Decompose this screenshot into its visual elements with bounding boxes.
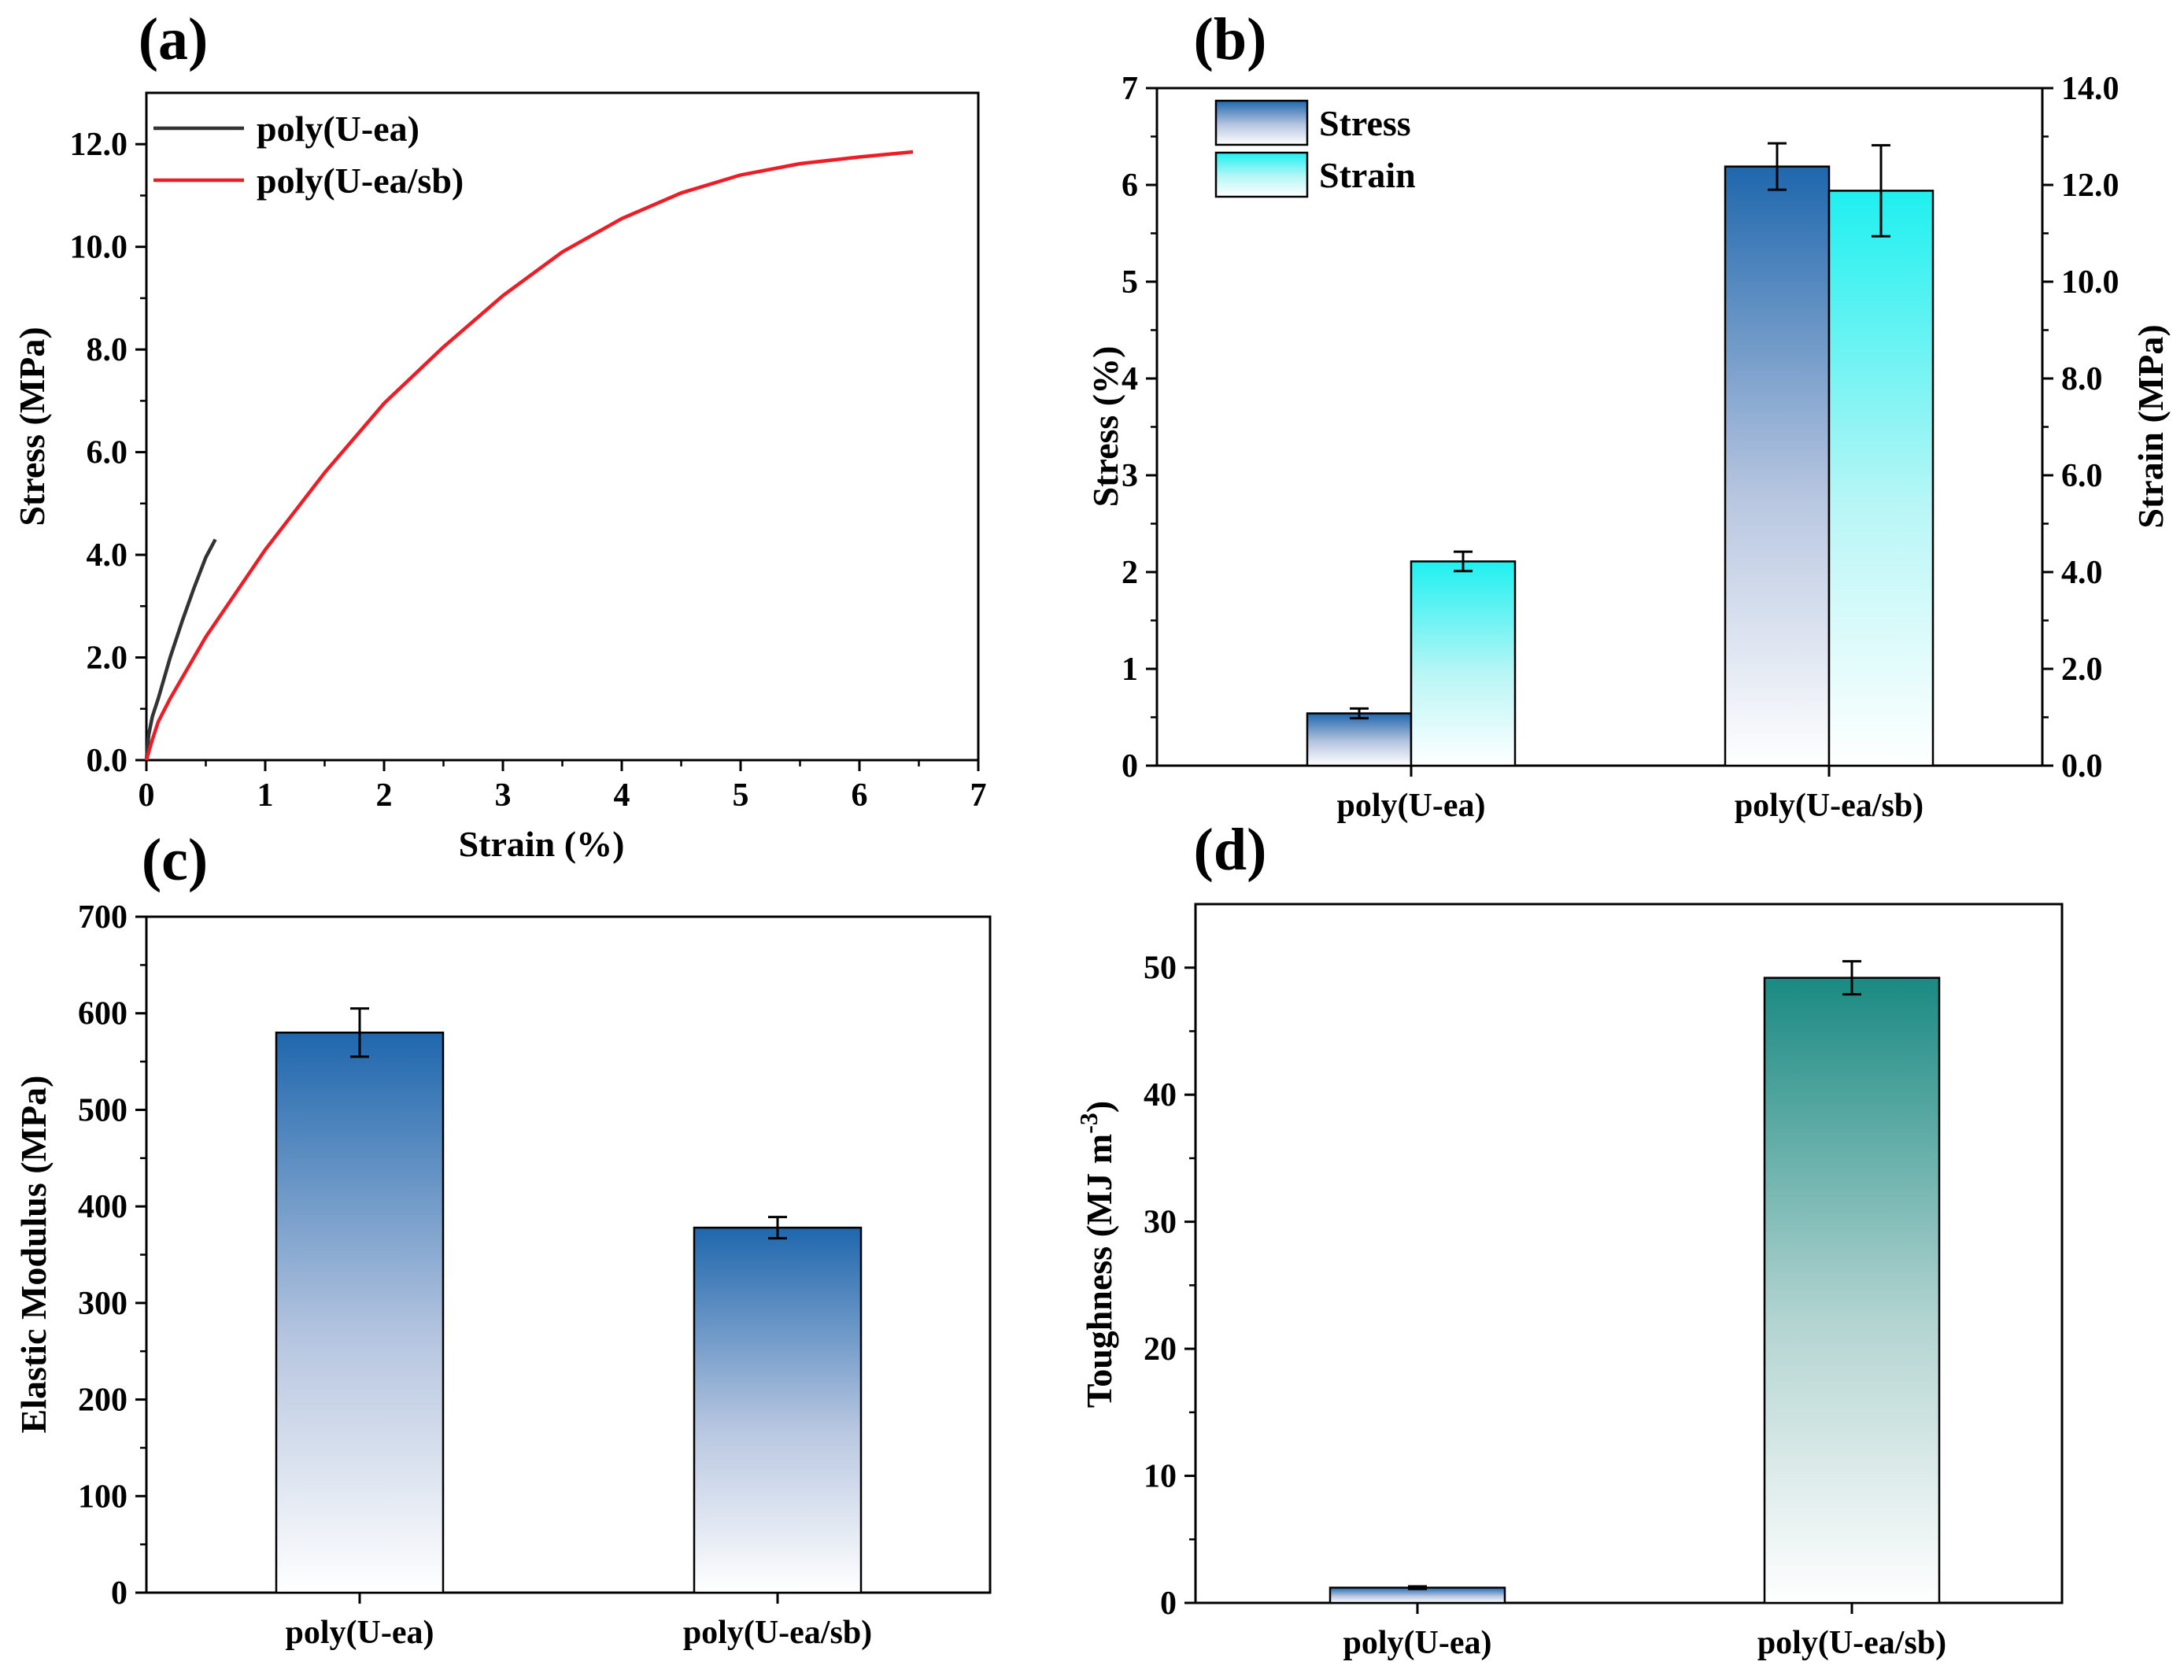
error-bar bbox=[768, 1216, 787, 1240]
x-tick-label: 0 bbox=[139, 777, 155, 814]
x-tick-label: 7 bbox=[970, 777, 987, 814]
right-y-tick-label: 8.0 bbox=[2061, 361, 2103, 397]
panel-c: (c) 0 100 200 300 400 500 600 700 Elastic Modulus… bbox=[13, 827, 992, 1651]
right-y-tick-label: 14.0 bbox=[2061, 71, 2119, 107]
x-axis-label: Strain (%) bbox=[459, 824, 625, 864]
left-y-tick-label: 4 bbox=[1122, 361, 1138, 397]
x-tick-label: poly(U-ea) bbox=[1337, 788, 1486, 824]
y-axis-label: Stress (MPa) bbox=[12, 327, 52, 526]
bar-poly-u-ea bbox=[275, 1032, 445, 1594]
left-y-tick-label: 6 bbox=[1122, 168, 1138, 204]
right-y-tick-label: 10.0 bbox=[2061, 264, 2119, 301]
y-tick-label: 6.0 bbox=[87, 435, 128, 471]
left-y-tick-label: 40 bbox=[1144, 1077, 1177, 1113]
plot-frame-d bbox=[1194, 903, 2064, 1604]
legend-label: poly(U-ea/sb) bbox=[257, 161, 464, 201]
x-tick-label: 1 bbox=[257, 777, 274, 814]
bar-poly-u-ea-sb bbox=[693, 1226, 863, 1594]
legend-swatch bbox=[1214, 151, 1309, 198]
x-tick-label: poly(U-ea/sb) bbox=[1757, 1625, 1946, 1661]
left-y-tick-label: 0 bbox=[1122, 748, 1138, 785]
error-bar bbox=[1454, 550, 1473, 573]
bar-stress-poly-u-ea-sb bbox=[1724, 165, 1831, 767]
left-y-tick-label: 400 bbox=[78, 1189, 127, 1225]
plot-frame-c bbox=[145, 915, 992, 1594]
legend-label: Strain bbox=[1319, 155, 1416, 195]
y-tick-label: 8.0 bbox=[87, 332, 128, 368]
x-tick-label: 6 bbox=[852, 777, 868, 814]
y-axis-label: Elastic Modulus (MPa) bbox=[13, 1076, 54, 1434]
y-axis-label: Toughness (MJ m-3) bbox=[1074, 1101, 1119, 1408]
right-y-tick-label: 6.0 bbox=[2061, 458, 2103, 494]
error-bar bbox=[350, 1007, 369, 1058]
right-y-tick-label: 12.0 bbox=[2061, 168, 2119, 204]
left-y-tick-label: 5 bbox=[1122, 264, 1138, 301]
error-bar bbox=[1872, 144, 1890, 238]
x-tick-label: 4 bbox=[614, 777, 630, 814]
y-tick-label: 10.0 bbox=[70, 230, 128, 266]
x-tick-label: 2 bbox=[376, 777, 393, 814]
y-axis-label-right: Strain (MPa) bbox=[2130, 324, 2171, 528]
left-y-tick-label: 1 bbox=[1122, 652, 1138, 688]
legend-label: Stress bbox=[1319, 103, 1411, 143]
left-y-tick-label: 300 bbox=[78, 1286, 127, 1322]
left-y-tick-label: 700 bbox=[78, 899, 127, 936]
error-bar bbox=[1842, 960, 1861, 996]
left-y-tick-label: 10 bbox=[1144, 1459, 1177, 1495]
left-y-tick-label: 600 bbox=[78, 996, 127, 1032]
panel-label-c: (c) bbox=[142, 827, 208, 893]
right-y-tick-label: 4.0 bbox=[2061, 555, 2103, 591]
panel-d: (d) 0 10 20 30 40 50 Toughness (MJ m-3) poly(U-e… bbox=[1074, 817, 2064, 1661]
y-tick-label: 4.0 bbox=[87, 537, 128, 574]
x-tick-label: 3 bbox=[495, 777, 512, 814]
y-axis-label-left: Stress (%) bbox=[1085, 346, 1125, 508]
bar-strain-poly-u-ea bbox=[1410, 560, 1517, 767]
bar-strain-poly-u-ea-sb bbox=[1827, 190, 1935, 767]
left-y-tick-label: 0 bbox=[1160, 1586, 1177, 1622]
x-tick-label: poly(U-ea/sb) bbox=[683, 1615, 872, 1651]
legend-label: poly(U-ea) bbox=[257, 109, 419, 149]
bar-stress-poly-u-ea bbox=[1306, 712, 1413, 767]
panel-label-b: (b) bbox=[1194, 6, 1267, 72]
left-y-tick-label: 20 bbox=[1144, 1331, 1177, 1368]
series-line-poly-u-ea-sb bbox=[144, 150, 914, 761]
error-bar bbox=[1408, 1585, 1427, 1590]
right-y-tick-label: 0.0 bbox=[2061, 748, 2103, 785]
bar-poly-u-ea-sb bbox=[1763, 977, 1941, 1604]
panel-label-a: (a) bbox=[139, 6, 209, 72]
left-y-tick-label: 500 bbox=[78, 1092, 127, 1128]
x-tick-label: poly(U-ea/sb) bbox=[1735, 788, 1923, 824]
panel-label-d: (d) bbox=[1194, 817, 1267, 883]
left-y-tick-label: 7 bbox=[1122, 71, 1138, 107]
error-bar bbox=[1350, 707, 1369, 720]
y-tick-label: 12.0 bbox=[70, 127, 128, 163]
right-y-tick-label: 2.0 bbox=[2061, 652, 2103, 688]
left-y-tick-label: 30 bbox=[1144, 1205, 1177, 1241]
error-bar bbox=[1768, 142, 1787, 191]
left-y-tick-label: 0 bbox=[111, 1575, 127, 1612]
left-y-tick-label: 200 bbox=[78, 1383, 127, 1419]
panel-a: (a) 0 1 2 3 4 5 6 7 0.0 2.0 4.0 6.0 8.0 10.0 12.0 Strain… bbox=[12, 6, 987, 864]
y-tick-label: 0.0 bbox=[87, 743, 128, 779]
left-y-tick-label: 2 bbox=[1122, 555, 1138, 591]
x-tick-label: 5 bbox=[733, 777, 749, 814]
left-y-tick-label: 3 bbox=[1122, 458, 1138, 494]
legend-swatch bbox=[1214, 99, 1309, 146]
series-line-poly-u-ea bbox=[144, 538, 217, 761]
panel-b: (b) 0 1 2 3 4 5 6 7 0.0 2.0 4.0 6.0 8.0 10.0 12.0 14.0 St… bbox=[1085, 6, 2171, 824]
x-tick-label: poly(U-ea) bbox=[1343, 1625, 1492, 1661]
y-tick-label: 2.0 bbox=[87, 641, 128, 677]
x-tick-label: poly(U-ea) bbox=[286, 1615, 434, 1651]
left-y-tick-label: 100 bbox=[78, 1479, 127, 1515]
left-y-tick-label: 50 bbox=[1144, 951, 1177, 987]
